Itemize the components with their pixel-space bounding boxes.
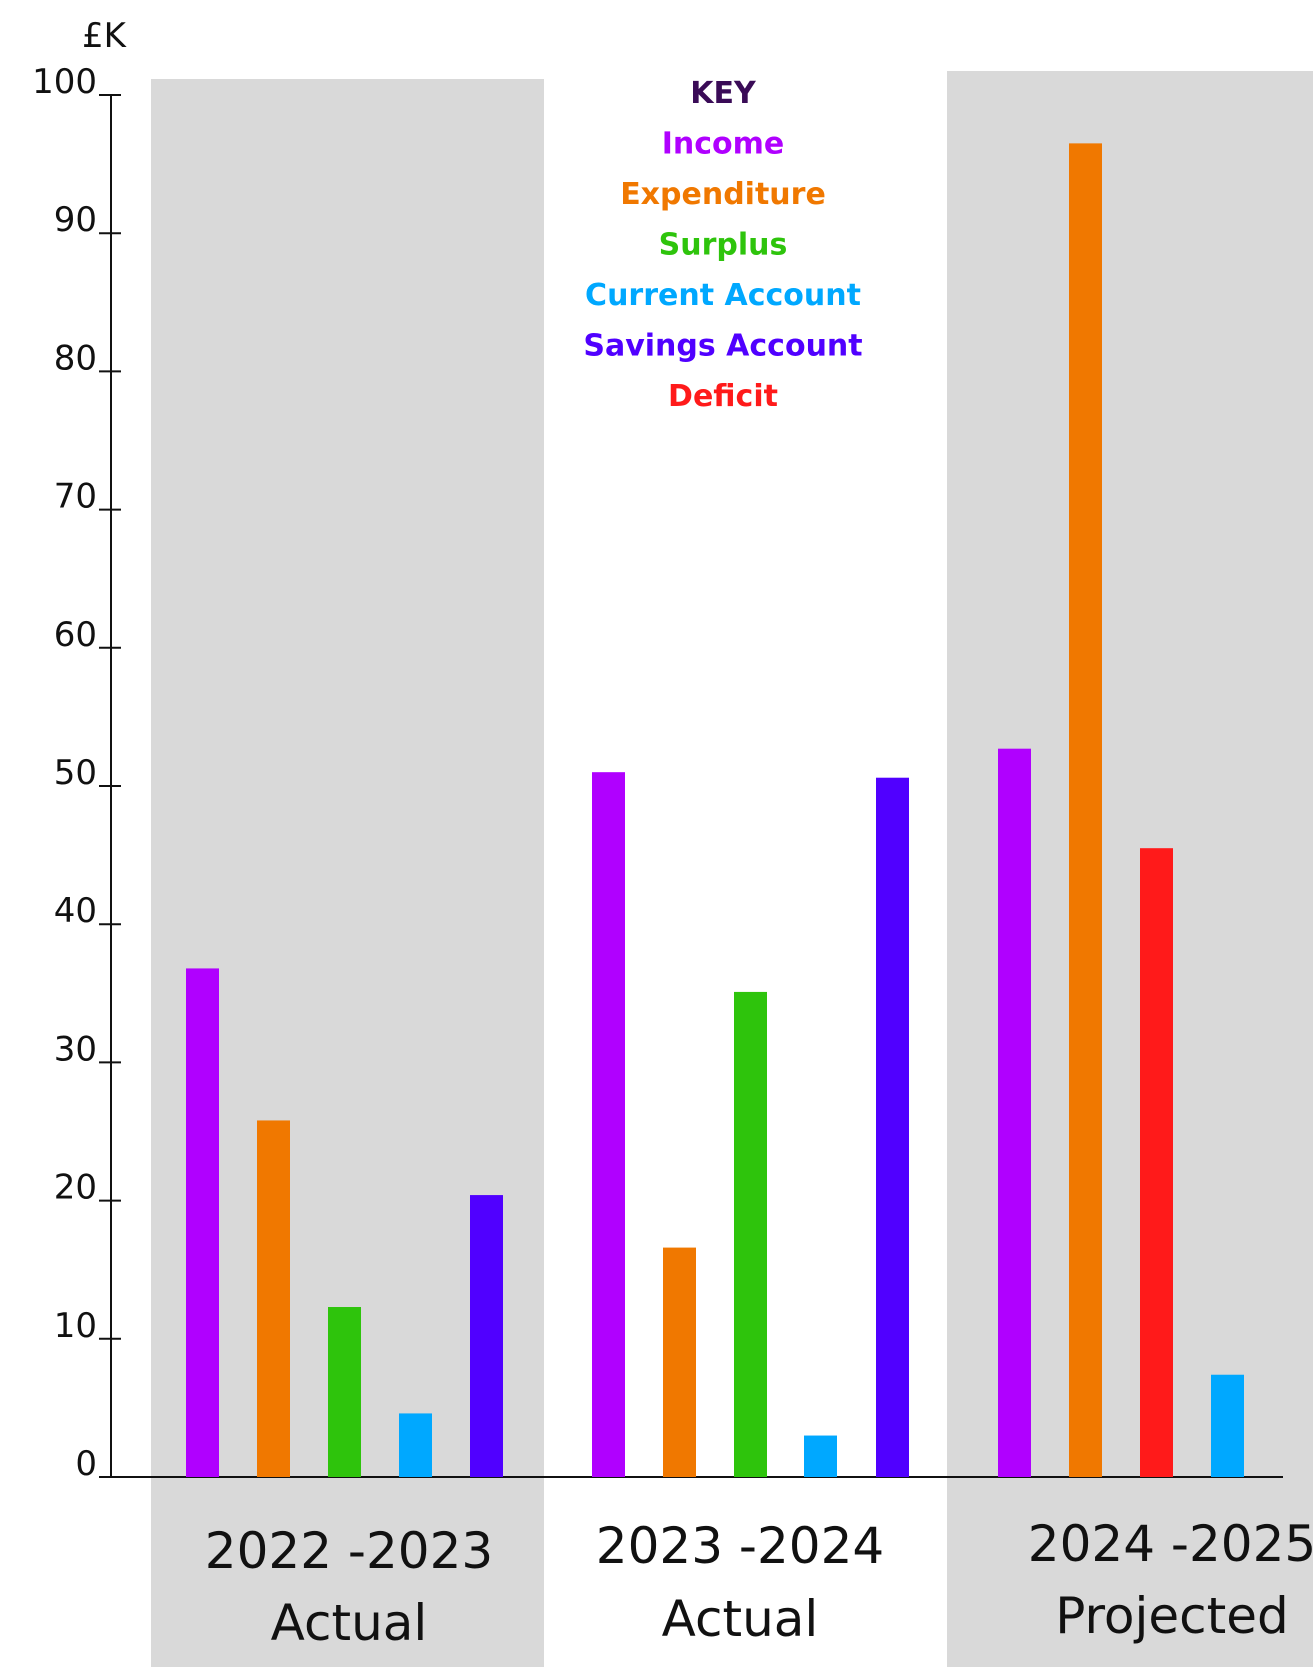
bars (186, 143, 1244, 1477)
group-label-status: Actual (271, 1594, 428, 1652)
y-axis: 0 10 20 30 40 50 60 70 80 90 100 £K (32, 16, 1283, 1484)
group-label-status: Actual (662, 1590, 819, 1648)
bar-expenditure-group-2 (663, 1247, 696, 1477)
group-label-status: Projected (1055, 1587, 1289, 1645)
legend-entry-deficit: Deficit (668, 379, 778, 414)
legend-entry-current-account: Current Account (585, 278, 861, 313)
bar-current-account-group-2 (804, 1435, 837, 1477)
bar-income-group-2 (592, 772, 625, 1477)
bar-current-account-group-3 (1211, 1374, 1244, 1477)
bar-savings-account-group-2 (876, 777, 909, 1477)
y-tick-label: 20 (54, 1168, 97, 1208)
y-tick-label: 100 (32, 62, 97, 102)
bar-income-group-3 (998, 748, 1031, 1477)
y-tick-label: 40 (54, 891, 97, 931)
bar-deficit-group-3 (1140, 848, 1173, 1477)
bar-income-group-1 (186, 968, 219, 1477)
y-tick-label: 80 (54, 338, 97, 378)
y-unit-label: £K (82, 16, 128, 56)
legend-entry-surplus: Surplus (659, 228, 788, 263)
legend: KEY Income Expenditure Surplus Current Accou… (583, 76, 862, 414)
y-tick-label: 70 (54, 477, 97, 517)
y-tick-label: 90 (54, 200, 97, 240)
bar-surplus-group-2 (734, 991, 767, 1477)
bar-surplus-group-1 (328, 1307, 361, 1477)
y-tick-label: 0 (75, 1444, 97, 1484)
bar-expenditure-group-1 (257, 1120, 290, 1477)
group-label-period: 2024 -2025 (1028, 1515, 1313, 1573)
group-label-period: 2022 -2023 (205, 1522, 493, 1580)
group-label-period: 2023 -2024 (596, 1517, 884, 1575)
bar-current-account-group-1 (399, 1413, 432, 1477)
legend-entry-income: Income (662, 127, 785, 162)
y-tick-label: 60 (54, 615, 97, 655)
group-labels: 2022 -2023 Actual 2023 -2024 Actual 2024 -20… (205, 1515, 1313, 1652)
legend-title: KEY (690, 76, 757, 111)
legend-entry-savings-account: Savings Account (583, 329, 862, 364)
y-tick-label: 50 (54, 753, 97, 793)
y-tick-label: 10 (54, 1306, 97, 1346)
legend-entry-expenditure: Expenditure (620, 177, 826, 212)
bar-expenditure-group-3 (1069, 143, 1102, 1477)
bar-savings-account-group-1 (470, 1195, 503, 1477)
y-tick-label: 30 (54, 1029, 97, 1069)
